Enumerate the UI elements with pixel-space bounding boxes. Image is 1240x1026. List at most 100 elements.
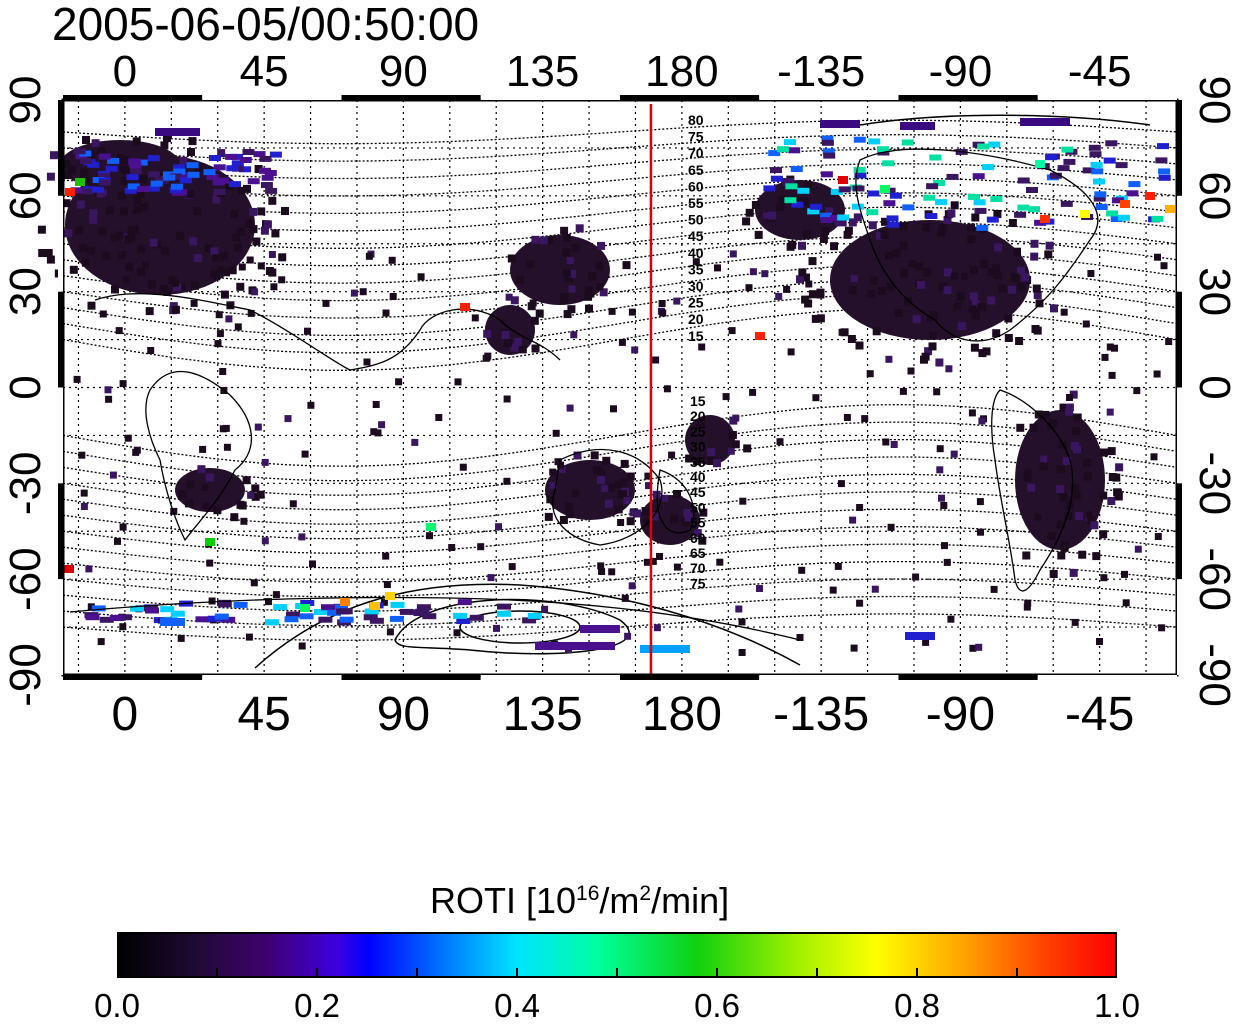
roti-pixel (194, 254, 202, 262)
roti-pixel (161, 246, 170, 255)
aurora-patch (905, 632, 935, 640)
frame-bar-bottom (898, 675, 1038, 680)
frame-bar-right (1177, 100, 1182, 196)
roti-pixel (201, 483, 209, 491)
aurora-patch (866, 209, 879, 216)
roti-pixel (284, 415, 292, 423)
roti-pixel (878, 286, 886, 295)
roti-pixel (837, 480, 845, 488)
roti-pixel (596, 283, 604, 291)
roti-pixel (568, 269, 576, 278)
roti-pixel (993, 210, 1002, 218)
roti-pixel (619, 490, 627, 499)
aurora-patch (1110, 216, 1123, 222)
roti-pixel (1087, 516, 1096, 525)
roti-pixel (117, 191, 126, 200)
aurora-patch (457, 599, 472, 606)
contour-label-south: 75 (690, 575, 706, 591)
roti-pixel (843, 414, 851, 421)
roti-pixel (590, 451, 599, 460)
axis-tick-right: -60 (1190, 547, 1239, 611)
roti-pixel (698, 536, 707, 545)
roti-pixel (257, 262, 265, 270)
roti-pixel (838, 328, 846, 336)
aurora-patch (889, 192, 902, 199)
roti-pixel (624, 632, 632, 640)
roti-pixel (483, 329, 492, 338)
roti-pixel (1150, 453, 1158, 461)
roti-pixel (213, 506, 222, 515)
roti-pixel (163, 134, 171, 143)
roti-pixel (1073, 413, 1082, 422)
roti-pixel (631, 346, 639, 354)
roti-pixel (1153, 370, 1161, 378)
roti-pixel (975, 643, 983, 651)
roti-pixel (940, 502, 948, 509)
roti-pixel (1107, 447, 1116, 456)
aurora-patch (453, 612, 468, 619)
roti-pixel (127, 234, 136, 243)
roti-pixel (563, 310, 572, 319)
roti-pixel (597, 562, 605, 570)
roti-pixel (79, 244, 87, 253)
roti-pixel (1154, 533, 1162, 540)
axis-tick-top: -135 (777, 47, 865, 96)
roti-pixel (435, 414, 443, 421)
roti-pixel (584, 292, 593, 301)
roti-pixel (1075, 512, 1084, 521)
aurora-patch (853, 166, 866, 173)
roti-pixel (426, 532, 433, 540)
contour-south (62, 595, 1178, 627)
roti-pixel (395, 378, 403, 386)
axis-tick-left: 90 (1, 76, 50, 125)
aurora-patch (925, 213, 938, 219)
roti-pixel (941, 542, 948, 550)
roti-pixel (649, 557, 657, 565)
roti-pixel (176, 231, 185, 240)
aurora-patch (1049, 172, 1062, 179)
roti-pixel (706, 448, 715, 457)
roti-pixel (749, 388, 757, 396)
roti-pixel (76, 200, 85, 209)
roti-pixel (602, 456, 611, 465)
high-roti-pixel (426, 523, 436, 531)
roti-pixel (212, 195, 221, 204)
roti-pixel (1023, 473, 1032, 482)
axis-tick-left: 60 (1, 171, 50, 220)
roti-pixel (751, 201, 760, 209)
axis-tick-labels: 0 45 90 135 180 -135 -90 -45 0 45 90 135 180 -135 -90 -… (1, 47, 1239, 741)
roti-pixel (223, 443, 231, 451)
roti-pixel (1165, 338, 1173, 345)
roti-pixel (969, 266, 978, 274)
contour-label-north: 55 (688, 195, 704, 211)
aurora-patch (299, 613, 314, 620)
aurora-patch (810, 203, 823, 210)
aurora-patch (988, 141, 1001, 148)
roti-pixel (1083, 459, 1092, 467)
aurora-patch (768, 150, 781, 157)
roti-pixel (278, 253, 287, 262)
aurora-patch (1063, 158, 1076, 165)
roti-pixel (614, 481, 622, 489)
high-roti-pixel (1145, 192, 1155, 200)
roti-pixel (692, 258, 700, 266)
roti-pixel (562, 248, 570, 257)
roti-pixel (968, 409, 976, 417)
coastline (855, 148, 1099, 342)
roti-pixel (242, 476, 251, 485)
contour-south (62, 473, 1178, 525)
aurora-patch (105, 165, 118, 172)
axis-tick-bottom: 90 (377, 688, 430, 741)
aurora-patch (124, 187, 137, 194)
contour-label-north: 45 (688, 228, 704, 244)
roti-pixel (518, 345, 527, 354)
roti-pixel (186, 480, 195, 489)
roti-pixel (1008, 285, 1017, 294)
frame-bar-left (58, 195, 63, 292)
aurora-patch (214, 613, 229, 620)
axis-tick-bottom: 45 (237, 688, 290, 741)
roti-pixel (535, 309, 544, 318)
aurora-patch (1017, 204, 1030, 211)
roti-pixel (505, 293, 513, 301)
roti-pixel (950, 272, 958, 280)
